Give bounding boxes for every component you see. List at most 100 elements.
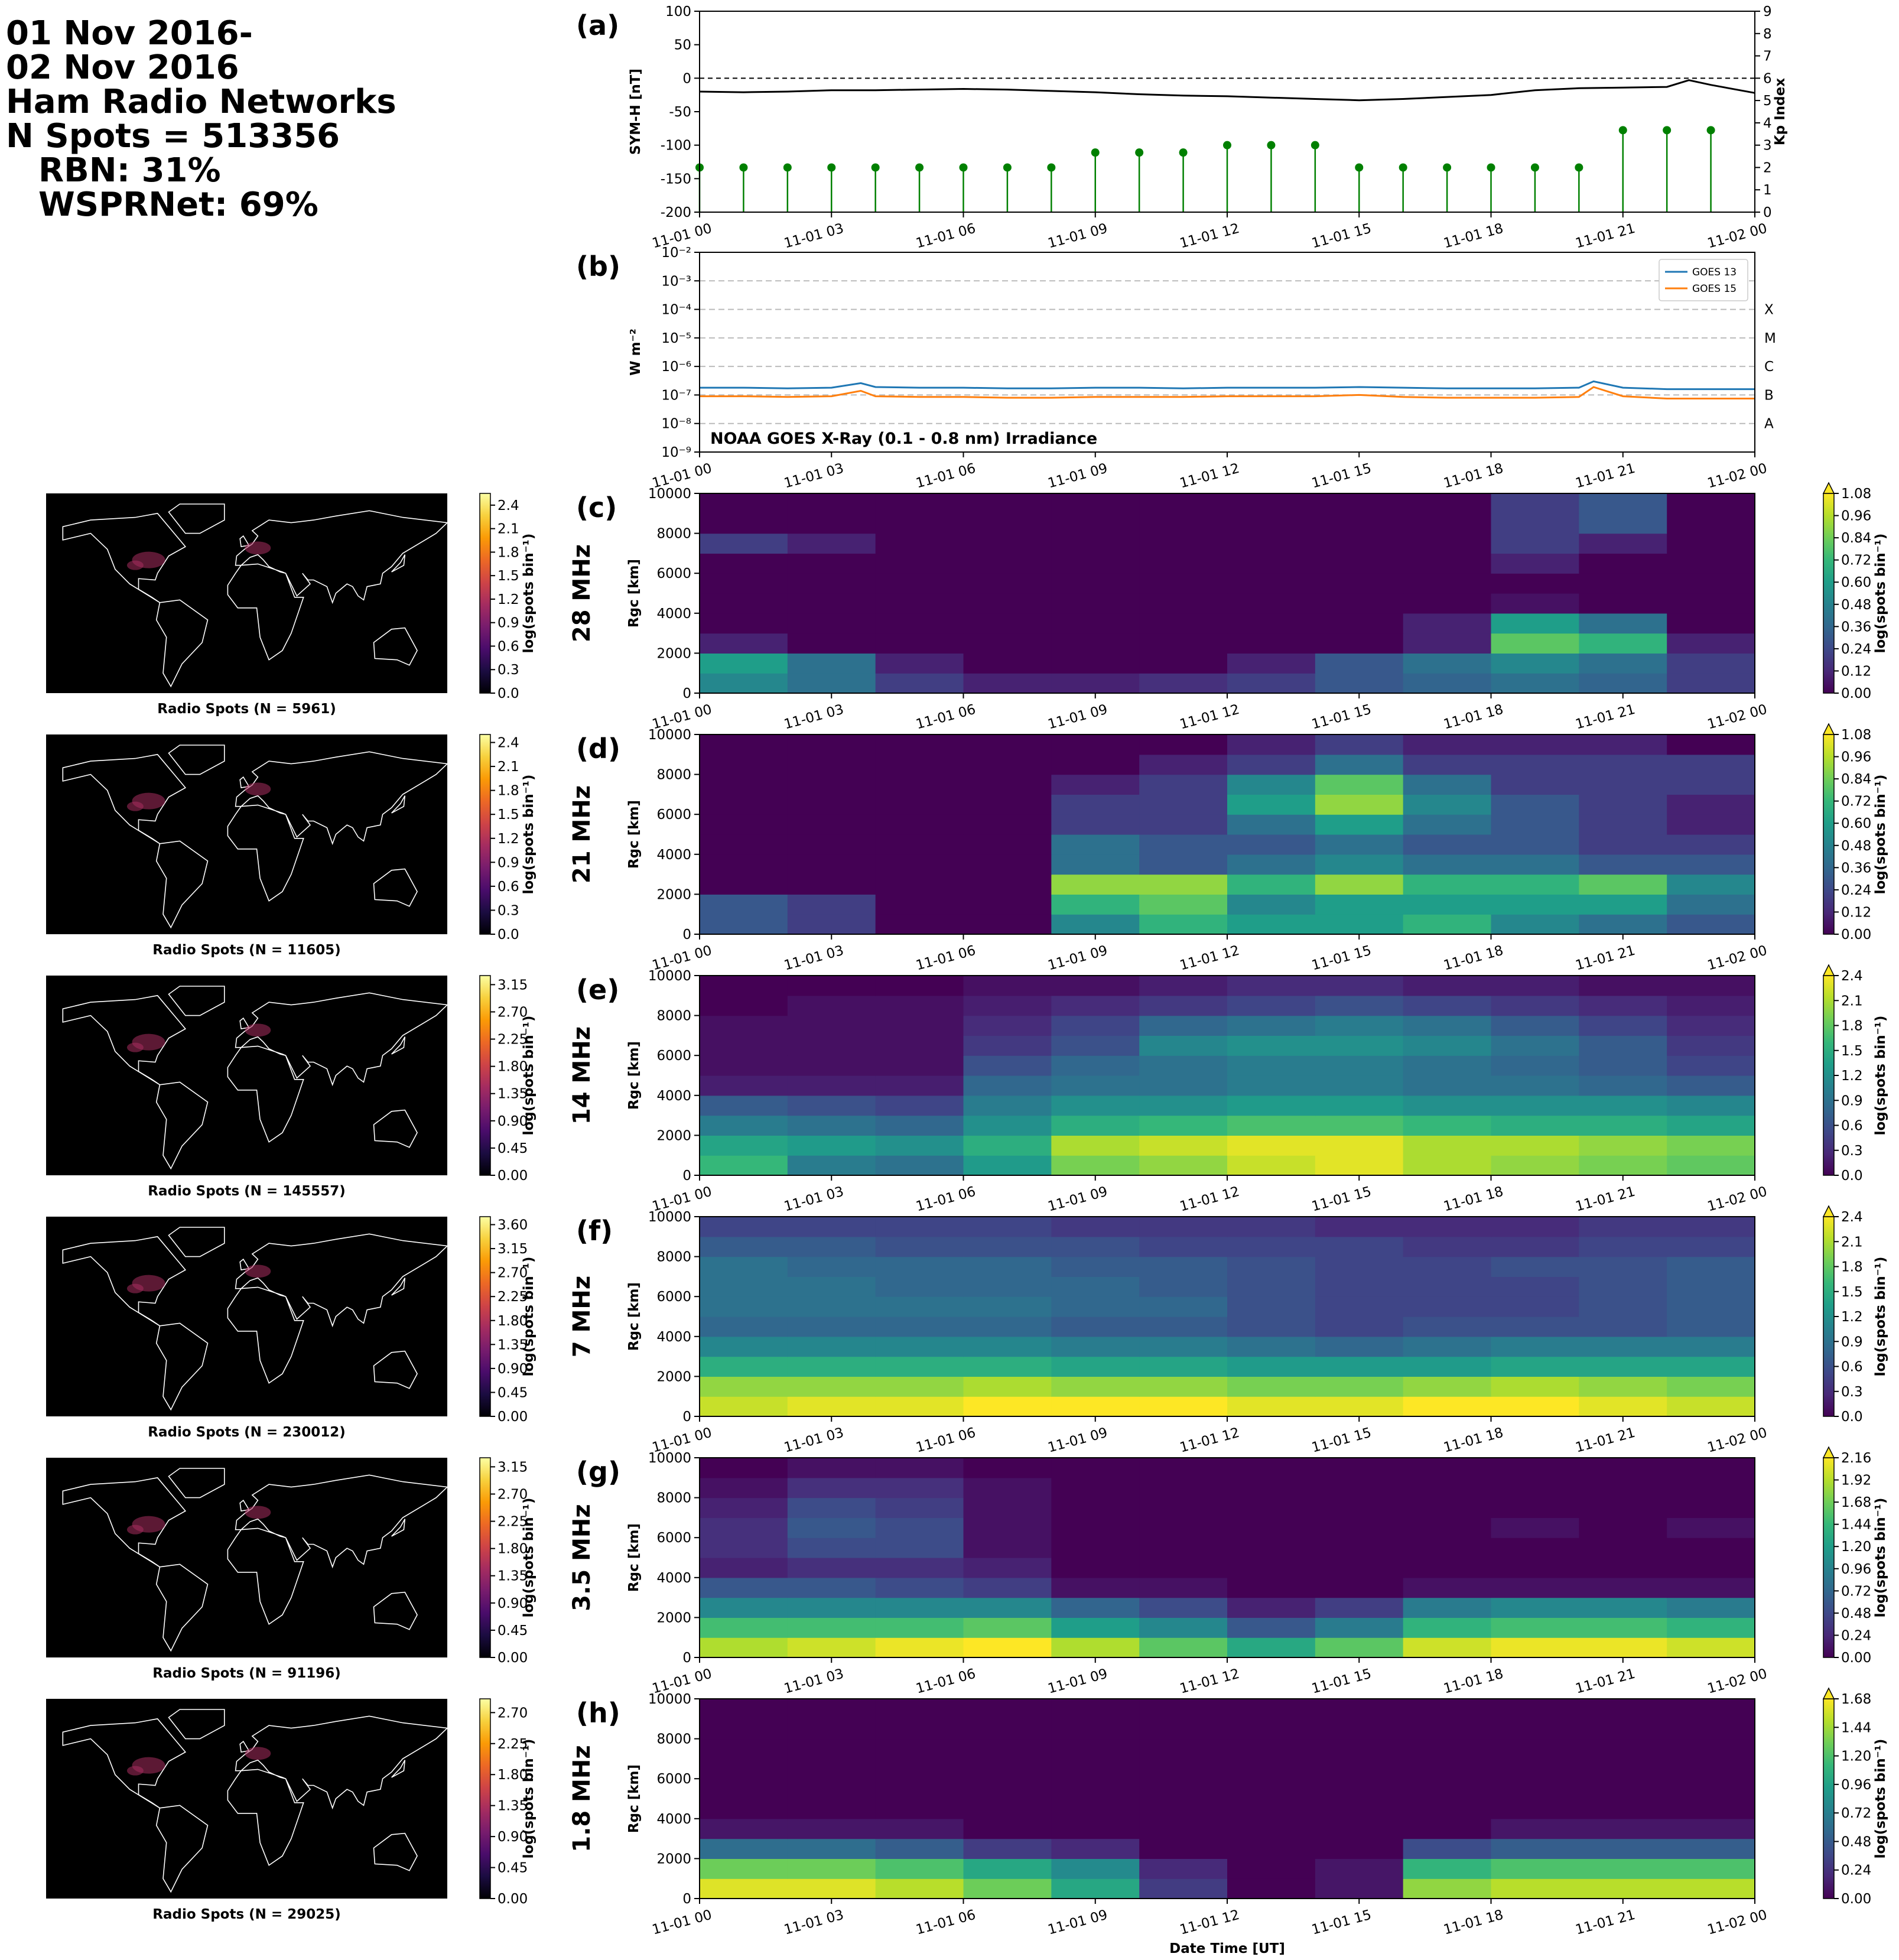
header-line: 01 Nov 2016- <box>6 14 253 53</box>
heatmap-cell <box>875 874 964 895</box>
heatmap-cell <box>1227 593 1316 614</box>
heatmap-cell <box>1227 1497 1316 1518</box>
heatmap-cell <box>1403 1336 1492 1357</box>
heatmap-cell <box>700 1718 788 1740</box>
heatmap-cell <box>1315 513 1404 534</box>
heatmap-cell <box>1315 1075 1404 1096</box>
y2-tick-label: 8 <box>1763 27 1772 42</box>
colorbar-tick-label: 2.25 <box>497 1032 528 1048</box>
heatmap-cell <box>1315 1838 1404 1859</box>
heatmap-cell <box>1227 1759 1316 1779</box>
heatmap-cell <box>1491 1699 1579 1720</box>
x-tick-label: 11-02 00 <box>1706 461 1769 492</box>
colorbar-tick-label: 2.4 <box>497 498 519 513</box>
colorbar-tick-label: 0.48 <box>1841 1606 1871 1621</box>
colorbar-tick-label: 0.45 <box>497 1623 528 1639</box>
heatmap-cell <box>1315 1296 1404 1317</box>
heatmap-cell <box>1315 633 1404 654</box>
heatmap-cell <box>1667 653 1755 674</box>
flare-class-label: A <box>1764 417 1774 432</box>
heatmap-cell <box>963 1217 1052 1237</box>
heatmap-cell <box>1491 1317 1579 1337</box>
heatmap-cell <box>1403 1818 1492 1839</box>
heatmap-cell <box>1227 1517 1316 1538</box>
y-tick-label: 4000 <box>656 1571 691 1586</box>
heatmap-cell <box>875 513 964 534</box>
heatmap-cell <box>1051 794 1140 815</box>
heatmap-cell <box>700 1838 788 1859</box>
heatmap-cell <box>700 1858 788 1879</box>
stem-marker <box>1355 163 1364 172</box>
heatmap-cell <box>1403 1779 1492 1799</box>
heatmap-cell <box>1491 1075 1579 1096</box>
heatmap-cell <box>1227 1538 1316 1558</box>
colorbar-tick-label: 0.45 <box>497 1861 528 1876</box>
heatmap-cell <box>1579 513 1667 534</box>
heatmap-cell <box>1403 1838 1492 1859</box>
heatmap-cell <box>1491 1597 1579 1618</box>
y2-tick-label: 5 <box>1763 93 1772 109</box>
y-tick-label: 6000 <box>656 807 691 823</box>
heatmap-cell <box>1579 613 1667 634</box>
heatmap-cell <box>875 1236 964 1257</box>
heatmap-cell <box>1403 593 1492 614</box>
spot-cluster <box>245 1506 271 1519</box>
heatmap-cell <box>875 1015 964 1036</box>
heatmap-cell <box>1051 1637 1140 1658</box>
heatmap-cell <box>1051 874 1140 895</box>
heatmap-cell <box>1139 794 1228 815</box>
heatmap-cell <box>963 1838 1052 1859</box>
heatmap-cell <box>1491 1256 1579 1277</box>
heatmap-cell <box>1227 1458 1316 1478</box>
heatmap-cell <box>1491 1759 1579 1779</box>
heatmap-cell <box>700 995 788 1016</box>
colorbar-label: log(spots bin⁻¹) <box>1873 1498 1888 1618</box>
colorbar-tick-label: 2.4 <box>1841 1210 1863 1225</box>
heatmap-cell <box>1491 1217 1579 1237</box>
heatmap-cell <box>1227 1396 1316 1417</box>
series-line <box>700 386 1755 399</box>
colorbar <box>1823 1216 1835 1417</box>
heatmap-cell <box>1315 1376 1404 1397</box>
heatmap-cell <box>1139 874 1228 895</box>
heatmap-cell <box>875 1878 964 1899</box>
heatmap-cell <box>1491 1458 1579 1478</box>
x-tick-label: 11-01 12 <box>1178 702 1241 733</box>
heatmap-cell <box>1139 633 1228 654</box>
heatmap-cell <box>1227 1236 1316 1257</box>
heatmap-cell <box>1667 1236 1755 1257</box>
colorbar-tick-label: 0.00 <box>1841 686 1871 701</box>
heatmap-cell <box>875 493 964 514</box>
heatmap-cell <box>963 1799 1052 1819</box>
y2-tick-label: 7 <box>1763 49 1772 64</box>
heatmap-cell <box>700 533 788 554</box>
y-tick-label: 8000 <box>656 1009 691 1024</box>
heatmap-cell <box>875 834 964 855</box>
heatmap-cell <box>1139 1558 1228 1578</box>
heatmap-cell <box>1051 1236 1140 1257</box>
heatmap-cell <box>1491 1396 1579 1417</box>
x-tick-label: 11-01 12 <box>1178 1184 1241 1215</box>
heatmap-cell <box>1667 734 1755 755</box>
heatmap-cell <box>1667 1336 1755 1357</box>
annotation: NOAA GOES X-Ray (0.1 - 0.8 nm) Irradianc… <box>710 430 1097 448</box>
heatmap-cell <box>1315 1699 1404 1720</box>
heatmap-cell <box>1139 1276 1228 1297</box>
heatmap-cell <box>700 1256 788 1277</box>
heatmap-cell <box>700 513 788 534</box>
heatmap-cell <box>1579 593 1667 614</box>
heatmap-cell <box>1491 754 1579 775</box>
heatmap-cell <box>963 1256 1052 1277</box>
heatmap-cell <box>700 493 788 514</box>
heatmap-cell <box>1139 1597 1228 1618</box>
heatmap-cell <box>1403 1317 1492 1337</box>
colorbar-tick-label: 2.16 <box>1841 1451 1871 1466</box>
y-axis-label: Rgc [km] <box>626 1523 642 1592</box>
heatmap-cell <box>963 1718 1052 1740</box>
x-tick-label: 11-01 21 <box>1574 702 1637 733</box>
heatmap-cell <box>963 995 1052 1016</box>
x-tick-label: 11-01 15 <box>1310 702 1373 733</box>
heatmap-cell <box>1051 1858 1140 1879</box>
x-tick-label: 11-01 09 <box>1046 1184 1110 1215</box>
heatmap-cell <box>700 553 788 574</box>
